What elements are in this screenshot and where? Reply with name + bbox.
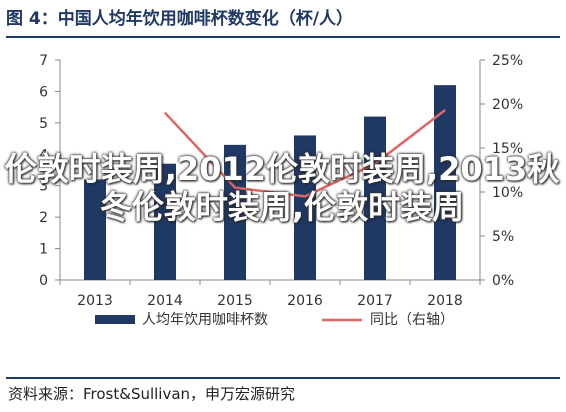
bar (434, 85, 456, 280)
bar (224, 144, 246, 280)
y-right-tick-label: 10% (492, 185, 523, 201)
line-point (164, 112, 166, 114)
x-tick-label: 2018 (427, 293, 463, 309)
y-left-tick-label: 3 (39, 179, 48, 195)
legend-swatch-bars (95, 315, 135, 324)
y-right-tick-label: 5% (492, 229, 514, 245)
y-left-tick-label: 5 (39, 116, 48, 132)
bar (84, 179, 106, 280)
line-point (444, 109, 446, 111)
legend-label-bars: 人均年饮用咖啡杯数 (142, 312, 268, 328)
x-tick-label: 2016 (287, 293, 323, 309)
y-left-tick-label: 7 (39, 53, 48, 69)
source-divider (6, 377, 560, 379)
y-left-tick-label: 2 (39, 210, 48, 226)
title-divider (6, 36, 560, 38)
y-left-tick-label: 1 (39, 242, 48, 258)
chart: 0 1 2 3 4 5 6 7 0% 5% 10% 15% 20% 25% 2013 2014 2015 2016… (39, 53, 523, 328)
y-right-tick-label: 20% (492, 97, 523, 113)
x-tick-label: 2015 (217, 293, 253, 309)
y-right-tick-label: 0% (492, 273, 514, 289)
bar (294, 135, 316, 280)
x-tick-label: 2017 (357, 293, 393, 309)
page-title: 图 4：中国人均年饮用咖啡杯数变化（杯/人） (6, 9, 353, 29)
y-left-tick-label: 4 (39, 147, 48, 163)
bar (154, 163, 176, 280)
legend-label-line: 同比（右轴） (370, 312, 454, 328)
x-tick-label: 2013 (77, 293, 113, 309)
y-left-tick-label: 0 (39, 273, 48, 289)
line-point (374, 163, 376, 165)
line-point (304, 195, 306, 197)
y-left-tick-label: 6 (39, 84, 48, 100)
y-right-tick-label: 25% (492, 53, 523, 69)
y-right-tick-label: 15% (492, 141, 523, 157)
source-note: 资料来源：Frost&Sullivan，申万宏源研究 (8, 385, 296, 403)
x-tick-label: 2014 (147, 293, 183, 309)
line-point (234, 187, 236, 189)
bar (364, 116, 386, 280)
